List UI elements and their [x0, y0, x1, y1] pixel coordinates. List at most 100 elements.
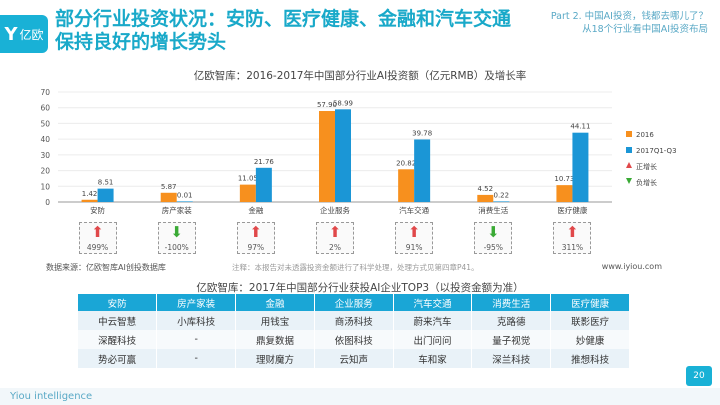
- data-label: 0.22: [493, 191, 509, 199]
- footer-brand: Yiou intelligence: [10, 391, 93, 402]
- table-cell: 妙健康: [550, 330, 630, 349]
- column-header: 企业服务: [314, 294, 394, 311]
- bar-2016: [239, 184, 256, 202]
- y-tick-label: 60: [40, 104, 50, 113]
- table-cell: 依图科技: [314, 330, 394, 349]
- growth-rate-value: -100%: [164, 243, 189, 252]
- y-tick-label: 50: [40, 119, 50, 128]
- table-cell: 深兰科技: [471, 349, 552, 368]
- data-label: 1.42: [82, 190, 98, 198]
- data-label: 39.78: [412, 129, 432, 137]
- data-label: 5.87: [161, 183, 177, 191]
- table-cell: -: [156, 330, 237, 349]
- y-tick-label: 70: [40, 88, 50, 97]
- column-header: 医疗健康: [550, 294, 630, 311]
- data-label: 20.82: [396, 159, 416, 167]
- bar-2017: [97, 188, 114, 202]
- table-cell: 量子视觉: [471, 330, 552, 349]
- table-cell: 深醒科技: [78, 330, 158, 349]
- growth-rate-value: 91%: [405, 243, 423, 252]
- chart-note: 注释：本报告对未透露投资金额进行了科学处理，处理方式见第四章P41。: [232, 263, 479, 272]
- growth-rate-box: ⬆ 91%: [395, 222, 434, 254]
- page-number: 20: [686, 366, 712, 386]
- growth-rate-box: ⬆ 499%: [78, 222, 117, 254]
- growth-rate-value: 499%: [86, 243, 109, 252]
- table-cell: 出门问问: [393, 330, 473, 349]
- footer-bar: [0, 388, 720, 405]
- x-tick-label: 金融: [248, 205, 263, 215]
- bar-2016: [319, 111, 335, 202]
- bar-2017: [572, 132, 589, 202]
- bar-2017: [493, 201, 510, 202]
- website-url: www.iyiou.com: [601, 262, 662, 271]
- data-label: 0.01: [177, 191, 193, 199]
- growth-rate-value: -95%: [483, 243, 503, 252]
- up-arrow-icon: ⬆: [249, 223, 263, 241]
- table-cell: 中云智慧: [78, 311, 158, 330]
- table-title: 亿欧智库：2017年中国部分行业获投AI企业TOP3（以投资金额为准）: [196, 282, 524, 294]
- table-cell: 克路德: [471, 311, 552, 330]
- table-cell: 商汤科技: [314, 311, 394, 330]
- growth-rate-box: ⬆ 97%: [236, 222, 275, 254]
- section-line-1: Part 2. 中国AI投资，钱都去哪儿了？: [550, 11, 708, 22]
- legend-down-arrow-icon: [626, 178, 632, 184]
- legend-label: 负增长: [636, 178, 657, 187]
- data-label: 11.05: [238, 175, 258, 183]
- bar-2016: [556, 185, 573, 202]
- growth-rate-value: 311%: [561, 243, 584, 252]
- table-row: 深醒科技 - 鼎复数据 依图科技 出门问问 量子视觉 妙健康: [78, 330, 630, 349]
- bar-2017: [255, 167, 272, 202]
- table-cell: 推想科技: [550, 349, 630, 368]
- table-header-row: 安防 房产家装 金融 企业服务 汽车交通 消费生活 医疗健康: [78, 294, 630, 311]
- column-header: 消费生活: [471, 294, 552, 311]
- table-cell: 联影医疗: [550, 311, 630, 330]
- x-tick-label: 房产家装: [162, 205, 192, 215]
- data-label: 8.51: [98, 179, 114, 187]
- table-cell: -: [156, 349, 237, 368]
- table-cell: 云知声: [314, 349, 394, 368]
- table-body: 中云智慧 小库科技 用钱宝 商汤科技 蔚来汽车 克路德 联影医疗 深醒科技 - 鼎复数据 依图科技出…: [78, 311, 630, 368]
- column-header: 汽车交通: [393, 294, 473, 311]
- section-info: Part 2. 中国AI投资，钱都去哪儿了？ 从18个行业看中国AI投资布局: [508, 10, 708, 36]
- data-label: 57.90: [317, 101, 337, 109]
- table-cell: 小库科技: [156, 311, 237, 330]
- x-tick-label: 企业服务: [320, 205, 350, 215]
- bar-2016: [477, 194, 494, 202]
- growth-rate-value: 2%: [329, 243, 341, 252]
- bar-2017: [414, 139, 431, 202]
- table-cell: 鼎复数据: [235, 330, 315, 349]
- section-line-2: 从18个行业看中国AI投资布局: [582, 24, 708, 35]
- legend-swatch: [626, 147, 632, 153]
- down-arrow-icon: ⬇: [486, 223, 500, 241]
- table-cell: 势必可赢: [78, 349, 158, 368]
- data-label: 58.99: [333, 99, 353, 107]
- growth-rate-box: ⬇ -95%: [474, 222, 513, 254]
- table-row: 中云智慧 小库科技 用钱宝 商汤科技 蔚来汽车 克路德 联影医疗: [78, 311, 630, 330]
- growth-rate-box: ⬆ 2%: [316, 222, 354, 254]
- page-title: 部分行业投资状况：安防、医疗健康、金融和汽车交通保持良好的增长势头: [55, 8, 512, 53]
- down-arrow-icon: ⬇: [170, 223, 183, 241]
- up-arrow-icon: ⬆: [91, 223, 104, 241]
- legend-label: 2016: [636, 131, 654, 139]
- bar-2016: [398, 169, 415, 202]
- y-tick-label: 40: [40, 135, 50, 144]
- growth-rate-value: 97%: [247, 243, 265, 252]
- growth-rate-box: ⬆ 311%: [553, 222, 592, 254]
- logo-text: 亿欧: [19, 27, 44, 42]
- column-header: 房产家装: [156, 294, 237, 311]
- bar-2016: [81, 199, 98, 202]
- bar-2017: [335, 109, 351, 202]
- legend-label: 2017Q1-Q3: [636, 147, 677, 155]
- bar-2017: [176, 201, 193, 202]
- y-tick-label: 10: [40, 182, 50, 191]
- legend-swatch: [626, 131, 632, 137]
- table-cell: 蔚来汽车: [393, 311, 473, 330]
- x-tick-label: 汽车交通: [399, 205, 429, 215]
- data-label: 44.11: [570, 123, 590, 131]
- bar-chart: 0 10 20 30 40 50 60 70 1.428.51 安防 5.870.01 房产家装 11.…: [40, 88, 677, 215]
- table-cell: 理财魔方: [235, 349, 315, 368]
- legend-up-arrow-icon: [626, 162, 632, 168]
- chart-title: 亿欧智库：2016-2017年中国部分行业AI投资额（亿元RMB）及增长率: [193, 70, 527, 82]
- top3-table: 安防 房产家装 金融 企业服务 汽车交通 消费生活 医疗健康 中云智慧 小库科技 用钱宝 商汤科技…: [78, 294, 630, 368]
- data-label: 4.52: [477, 185, 493, 193]
